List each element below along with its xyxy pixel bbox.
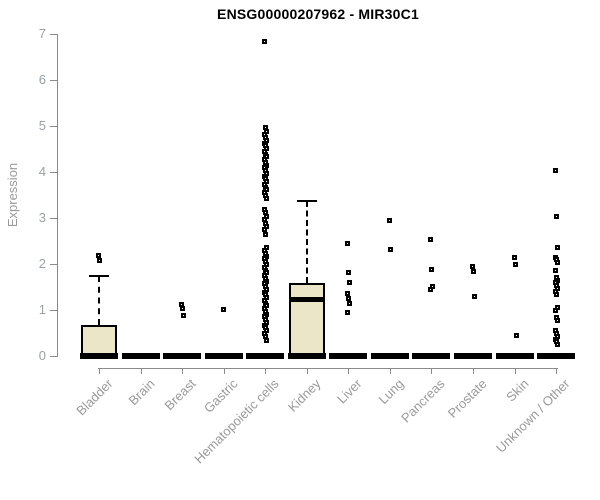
y-tick (50, 264, 57, 265)
outlier-point (555, 342, 561, 348)
zero-bar (204, 353, 243, 359)
zero-bar (453, 353, 492, 359)
y-tick (50, 126, 57, 127)
y-tick-label: 3 (38, 210, 46, 225)
outlier-point (471, 294, 477, 300)
outlier-point (262, 227, 268, 233)
outlier-point (347, 300, 353, 306)
x-tick (431, 368, 433, 374)
x-tick (265, 368, 267, 374)
y-tick (50, 172, 57, 173)
zero-bar (121, 353, 160, 359)
outlier-point (511, 255, 517, 261)
outlier-point (555, 244, 561, 250)
x-tick (514, 368, 516, 374)
outlier-point (553, 167, 559, 173)
outlier-point (554, 213, 560, 219)
zero-bar (80, 353, 118, 359)
outlier-point (428, 287, 434, 293)
y-tick (50, 218, 57, 219)
zero-bar (163, 353, 202, 359)
zero-bar (370, 353, 409, 359)
outlier-point (220, 306, 226, 312)
outlier-point (264, 337, 270, 343)
outlier-point (263, 333, 269, 339)
outlier-point (97, 258, 102, 264)
box (288, 283, 325, 358)
x-tick (556, 368, 558, 374)
y-tick-label: 1 (38, 302, 46, 317)
chart-title: ENSG00000207962 - MIR30C1 (217, 6, 419, 22)
y-tick-label: 6 (38, 72, 46, 87)
whisker (98, 276, 100, 325)
outlier-point (181, 312, 187, 318)
outlier-point (429, 266, 435, 272)
outlier-point (96, 252, 101, 258)
outlier-point (264, 195, 270, 201)
whisker-cap (89, 275, 109, 278)
y-tick-label: 4 (38, 164, 46, 179)
outlier-point (346, 270, 352, 276)
zero-bar (412, 353, 451, 359)
outlier-point (347, 280, 353, 286)
y-axis-line (57, 34, 58, 357)
x-axis-line (98, 368, 559, 369)
outlier-point (469, 264, 475, 270)
outlier-point (263, 232, 269, 238)
zero-bar (246, 353, 285, 359)
outlier-point (346, 295, 352, 301)
outlier-point (180, 305, 186, 311)
zero-bar (287, 353, 326, 359)
y-tick (50, 80, 57, 81)
outlier-point (470, 268, 476, 274)
outlier-point (387, 247, 393, 253)
x-tick (389, 368, 391, 374)
y-tick-label: 2 (38, 256, 46, 271)
y-tick-label: 0 (38, 348, 46, 363)
outlier-point (345, 290, 351, 296)
outlier-point (428, 236, 434, 242)
y-tick (50, 356, 57, 357)
x-tick (306, 368, 308, 374)
y-tick-label: 7 (38, 26, 46, 41)
x-tick (472, 368, 474, 374)
median-line (288, 297, 325, 303)
y-tick-label: 5 (38, 118, 46, 133)
outlier-point (513, 333, 519, 339)
x-tick (223, 368, 225, 374)
y-tick (50, 310, 57, 311)
whisker (305, 200, 308, 284)
outlier-point (386, 218, 392, 224)
x-tick (140, 368, 142, 374)
x-tick (99, 368, 100, 374)
outlier-point (345, 309, 351, 315)
outlier-point (345, 241, 351, 247)
whisker-cap (296, 199, 317, 202)
zero-bar (495, 353, 534, 359)
outlier-point (554, 291, 560, 297)
outlier-point (262, 38, 268, 44)
outlier-point (553, 267, 559, 273)
outlier-point (512, 262, 518, 267)
outlier-point (555, 318, 561, 324)
outlier-point (555, 260, 561, 266)
zero-bar (537, 353, 576, 359)
outlier-point (553, 308, 559, 313)
zero-bar (329, 353, 368, 359)
x-tick (182, 368, 184, 374)
y-tick (50, 34, 57, 35)
x-tick (348, 368, 350, 374)
